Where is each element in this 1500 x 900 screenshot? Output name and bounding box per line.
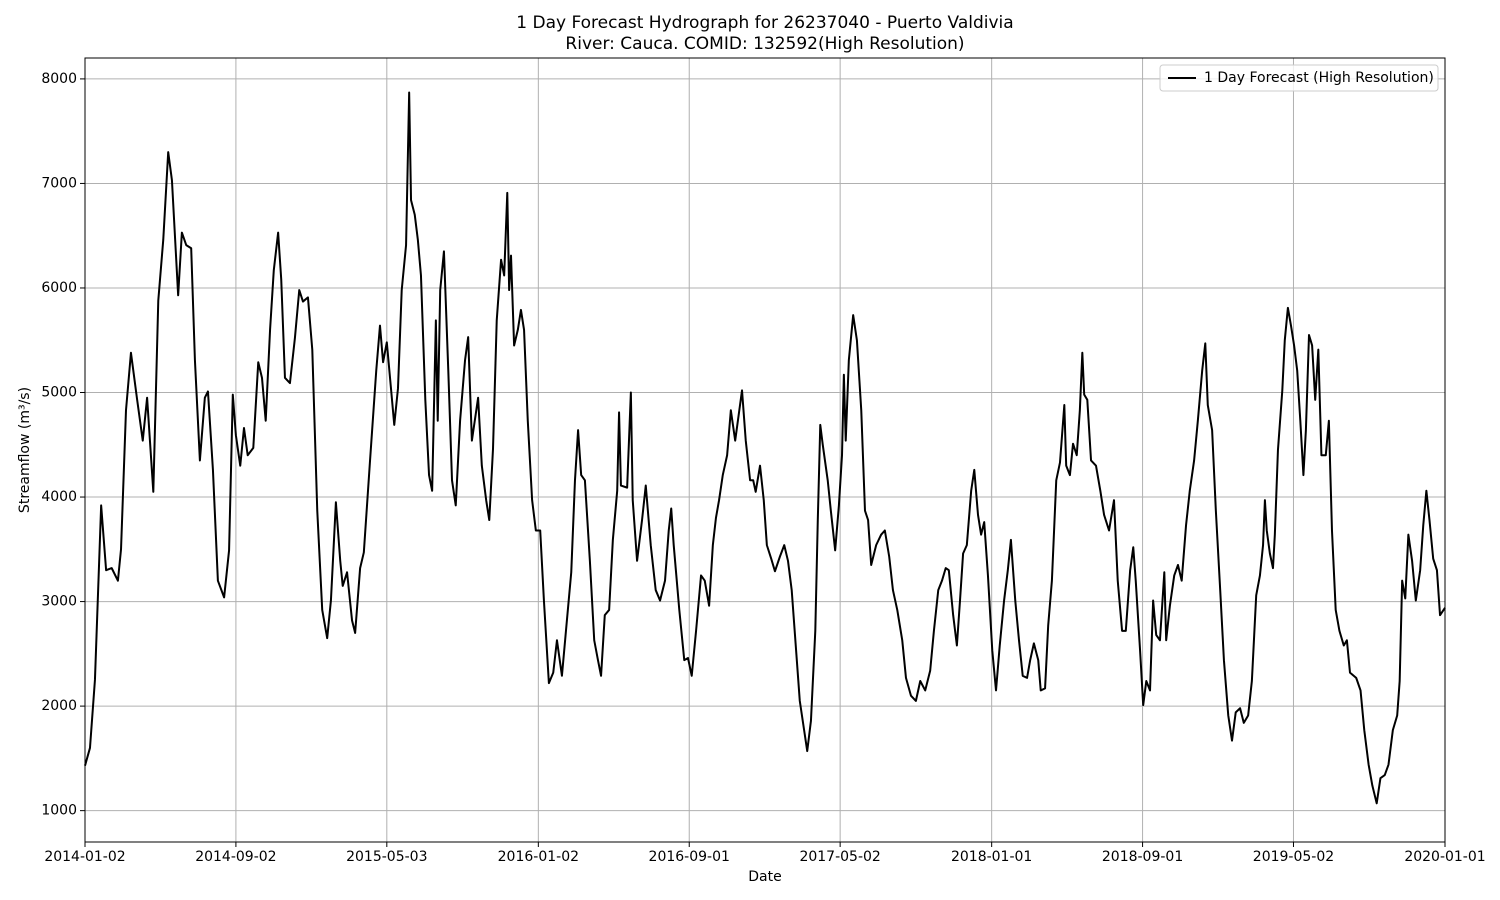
y-tick-label: 5000 (41, 385, 77, 401)
legend-box (1159, 64, 1439, 92)
y-tick-label: 1000 (41, 803, 77, 819)
y-tick-label: 2000 (41, 698, 77, 714)
series-line (84, 91, 1446, 805)
y-tick-label: 4000 (41, 489, 77, 505)
y-tick-label: 8000 (41, 71, 77, 87)
y-tick-label: 7000 (41, 175, 77, 191)
legend-label: 1 Day Forecast (High Resolution) (1204, 70, 1434, 86)
chart-title: River: Cauca. COMID: 132592(High Resolut… (565, 34, 964, 54)
y-axis-label: Streamflow (m³/s) (17, 387, 33, 513)
x-tick-label: 2018-09-01 (1102, 849, 1183, 865)
x-tick-label: 2018-01-01 (951, 849, 1032, 865)
plot-frame (84, 57, 1446, 843)
x-tick-label: 2020-01-01 (1404, 849, 1485, 865)
x-tick-label: 2014-09-02 (195, 849, 276, 865)
x-axis-label: Date (748, 869, 781, 885)
x-tick-label: 2019-05-02 (1253, 849, 1334, 865)
x-tick-label: 2014-01-02 (44, 849, 125, 865)
y-tick-label: 6000 (41, 280, 77, 296)
y-tick-label: 3000 (41, 594, 77, 610)
x-tick-label: 2017-05-02 (799, 849, 880, 865)
x-tick-label: 2015-05-03 (346, 849, 427, 865)
chart-title: 1 Day Forecast Hydrograph for 26237040 -… (516, 13, 1013, 33)
x-tick-label: 2016-09-01 (649, 849, 730, 865)
x-tick-label: 2016-01-02 (498, 849, 579, 865)
